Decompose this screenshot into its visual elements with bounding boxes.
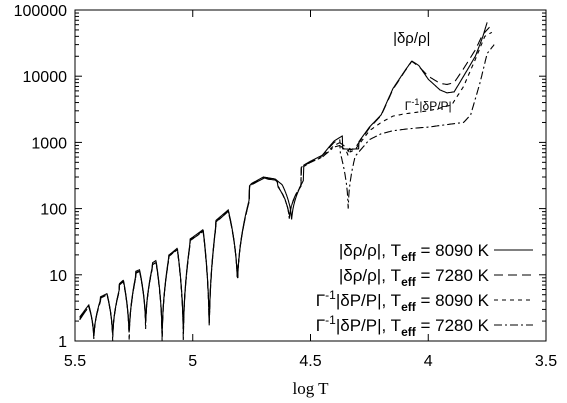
ticks-layer: 5.5 5 4.5 4 3.5 1 10 100 1000 10000 100000	[14, 3, 558, 370]
y-tick-label: 1	[58, 334, 67, 351]
y-tick-label: 10	[49, 268, 67, 285]
legend-value: = 8090 K	[416, 291, 490, 310]
legend-label: Γ-1|δP/P|, Teff = 7280 K	[316, 313, 490, 339]
x-tick-label: 4.5	[299, 353, 321, 370]
legend-prefix: Γ	[316, 316, 325, 335]
x-tick-label: 3.5	[535, 353, 557, 370]
legend-prefix-sup: -1	[325, 313, 336, 327]
legend-value: = 7280 K	[416, 266, 490, 285]
legend-prefix: Γ	[316, 291, 325, 310]
annotation-sup: -1	[411, 97, 419, 107]
legend-value: = 7280 K	[416, 316, 490, 335]
legend-item-2: |δρ/ρ|, Teff = 7280 K	[339, 266, 533, 289]
legend-item-3: Γ-1|δP/P|, Teff = 8090 K	[316, 288, 533, 314]
legend-sub: eff	[401, 250, 417, 264]
annotations-layer: |δρ/ρ| Γ-1|δP/P|	[393, 30, 452, 113]
legend-label: |δρ/ρ|, Teff = 8090 K	[339, 241, 490, 264]
x-tick-label: 5.5	[64, 353, 86, 370]
legend-label: Γ-1|δP/P|, Teff = 8090 K	[316, 288, 490, 314]
legend-item-1: |δρ/ρ|, Teff = 8090 K	[339, 241, 533, 264]
annotation-prefix: Γ	[405, 99, 412, 113]
annotation-2: Γ-1|δP/P|	[405, 97, 452, 113]
legend-item-4: Γ-1|δP/P|, Teff = 7280 K	[316, 313, 533, 339]
y-tick-label: 100	[40, 202, 67, 219]
series-layer	[79, 22, 495, 342]
x-tick-label: 5	[188, 353, 197, 370]
legend-sub: eff	[401, 275, 417, 289]
legend-label: |δρ/ρ|, Teff = 7280 K	[339, 266, 490, 289]
legend-main: |δP/P|, T	[336, 291, 401, 310]
x-axis-title: log T	[292, 379, 329, 398]
legend-sub: eff	[401, 300, 417, 314]
x-tick-label: 4	[424, 353, 433, 370]
legend-main: |δρ/ρ|, T	[339, 241, 401, 260]
legend-main: |δP/P|, T	[336, 316, 401, 335]
annotation-text: |δρ/ρ|	[393, 30, 430, 47]
legend-prefix-sup: -1	[325, 288, 336, 302]
y-tick-label: 1000	[31, 135, 67, 152]
y-tick-label: 10000	[23, 69, 68, 86]
legend: |δρ/ρ|, Teff = 8090 K|δρ/ρ|, Teff = 7280…	[316, 241, 533, 339]
series-line-1	[79, 22, 488, 337]
annotation-1: |δρ/ρ|	[393, 30, 430, 47]
annotation-text: |δP/P|	[419, 99, 451, 113]
legend-main: |δρ/ρ|, T	[339, 266, 401, 285]
y-tick-label: 100000	[14, 3, 67, 20]
series-line-4	[79, 44, 495, 342]
legend-sub: eff	[401, 325, 417, 339]
legend-value: = 8090 K	[416, 241, 490, 260]
